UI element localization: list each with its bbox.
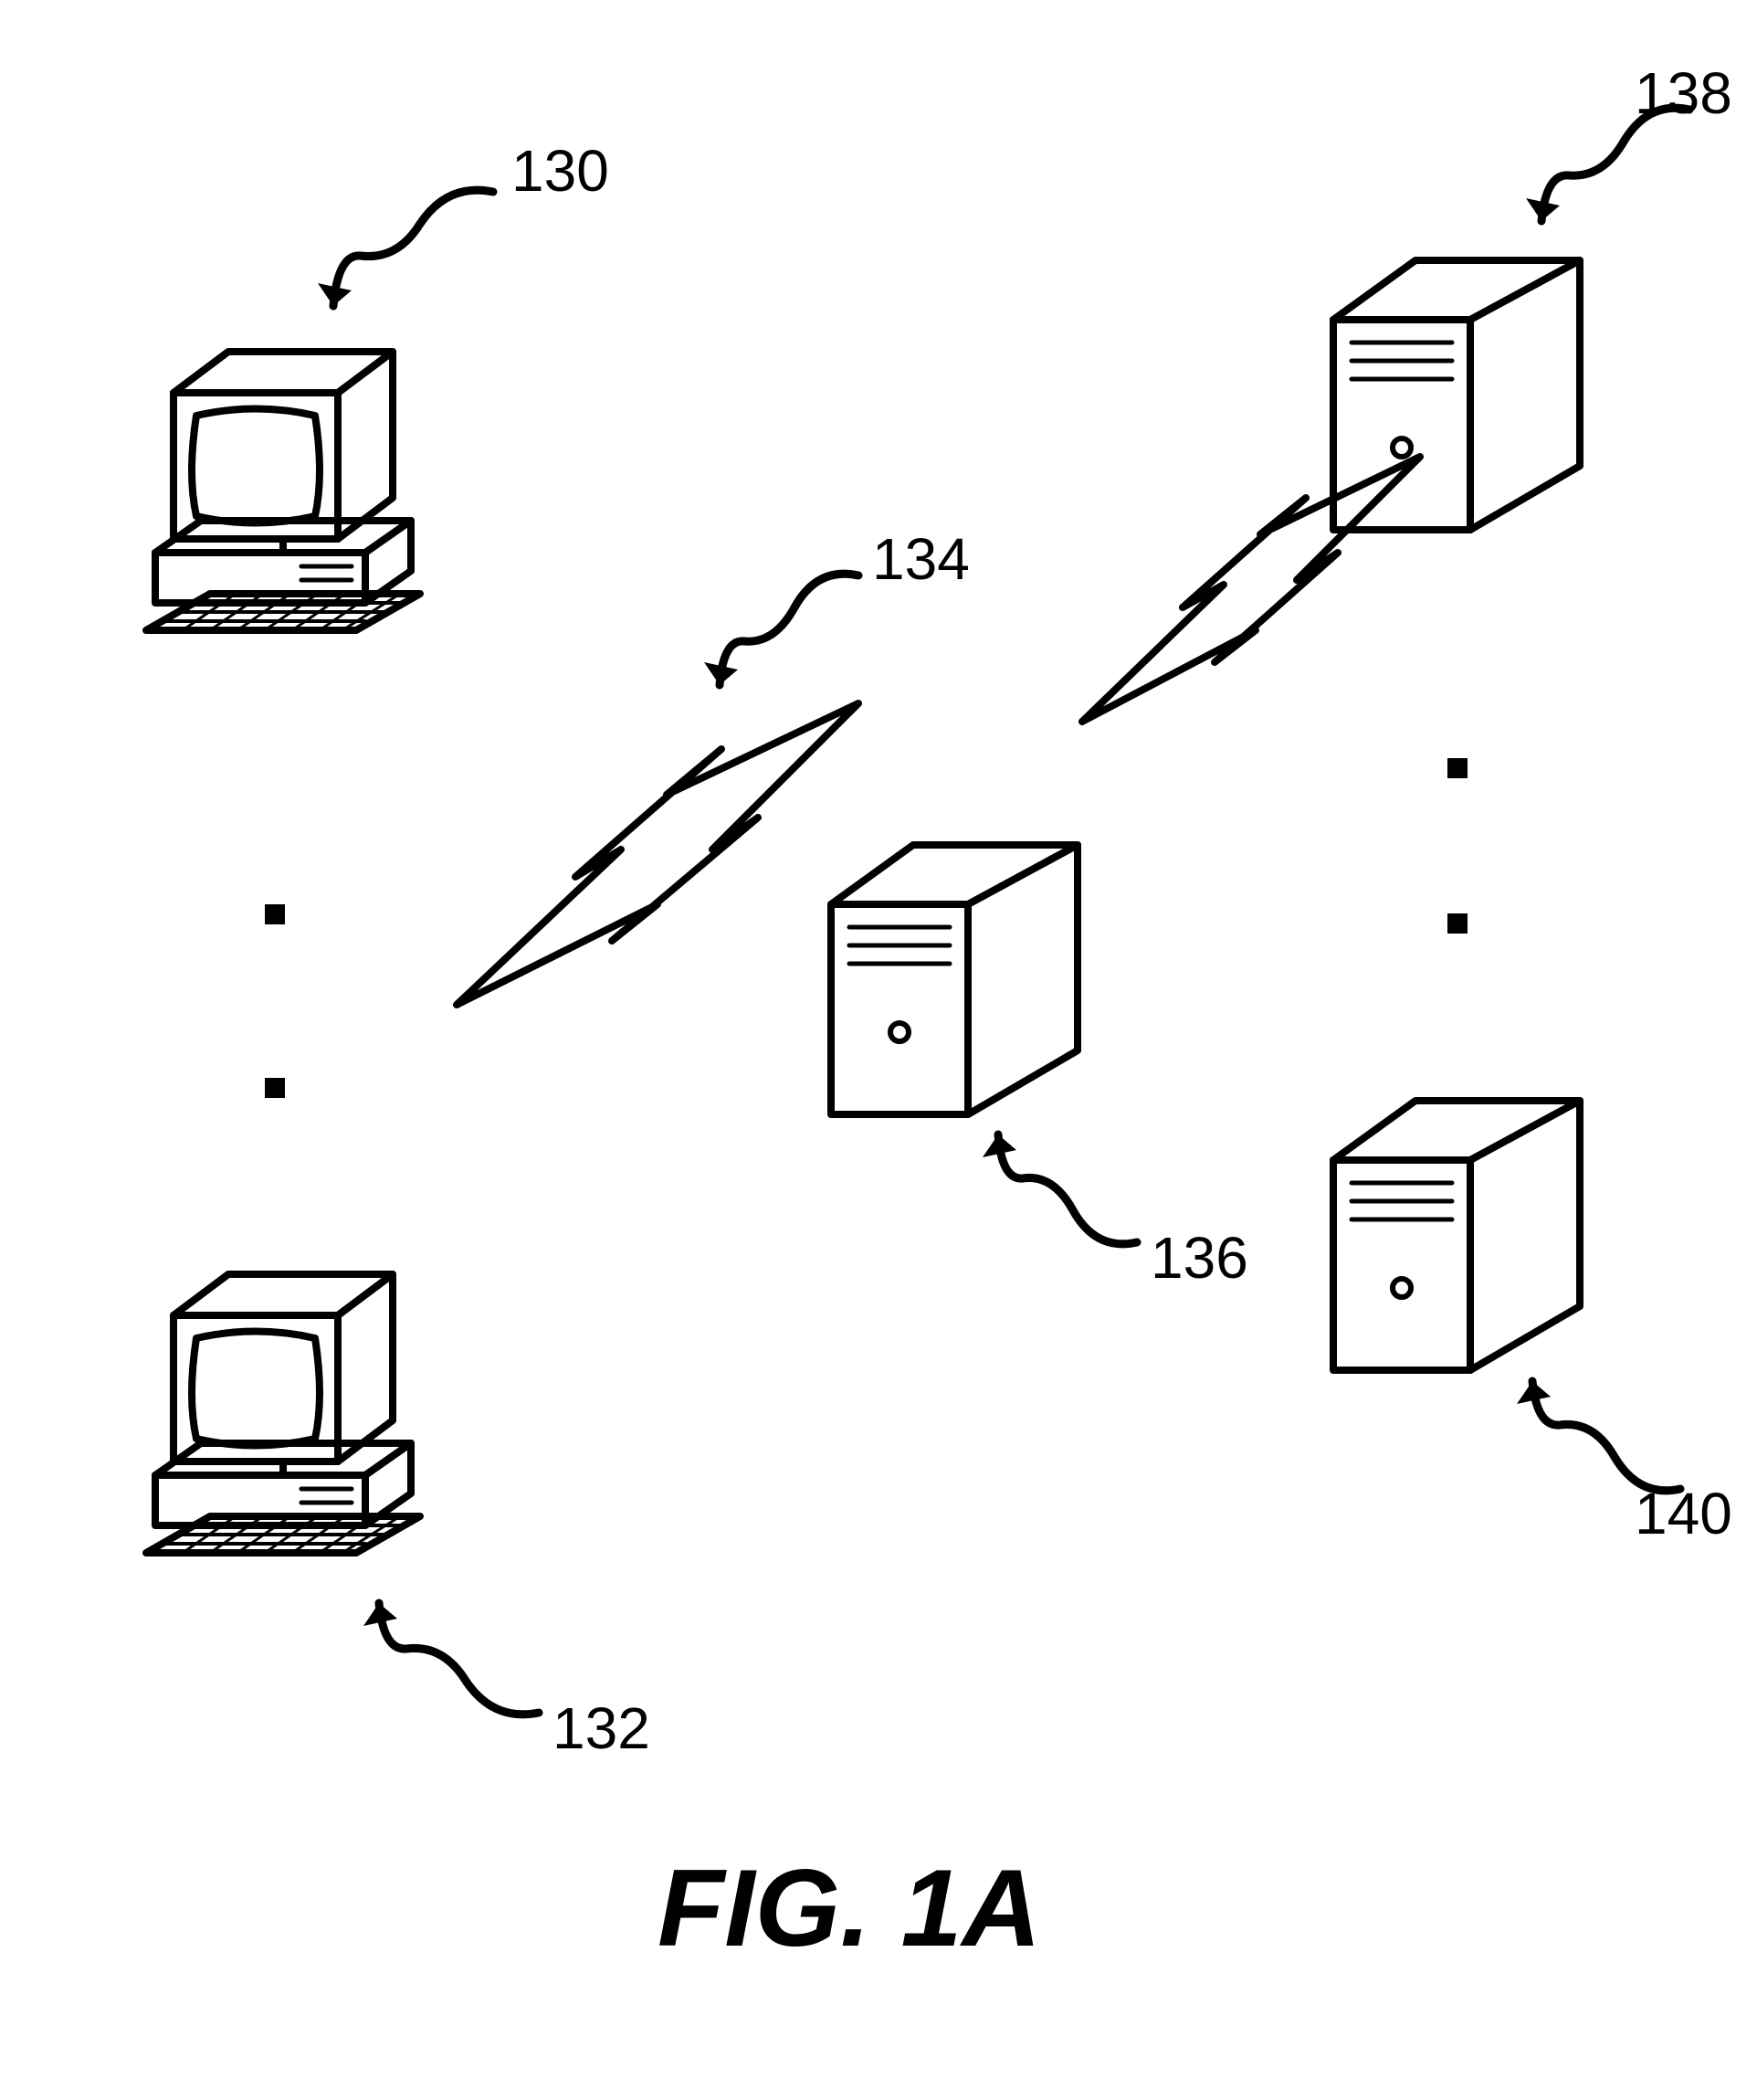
ellipsis-dot	[265, 1078, 285, 1098]
network-link-icon-right	[1068, 448, 1434, 740]
callout-arrow-130	[310, 174, 511, 356]
ref-label-140: 140	[1635, 1480, 1732, 1547]
figure-canvas: 130 132 134 136 138 140 FIG. 1A	[0, 0, 1757, 2100]
callout-arrow-134	[694, 557, 877, 731]
ellipsis-dot	[1447, 913, 1468, 934]
ellipsis-dot	[265, 904, 285, 924]
figure-title: FIG. 1A	[658, 1845, 1041, 1971]
ref-label-132: 132	[552, 1694, 650, 1762]
callout-arrow-132	[356, 1562, 557, 1745]
ref-label-138: 138	[1635, 59, 1732, 127]
network-link-icon-left	[438, 694, 877, 1041]
ref-label-136: 136	[1151, 1224, 1248, 1292]
ref-label-130: 130	[511, 137, 609, 205]
client-computer-icon-1	[91, 329, 475, 712]
ref-label-134: 134	[872, 525, 970, 593]
ellipsis-dot	[1447, 758, 1468, 778]
callout-arrow-136	[973, 1096, 1155, 1270]
